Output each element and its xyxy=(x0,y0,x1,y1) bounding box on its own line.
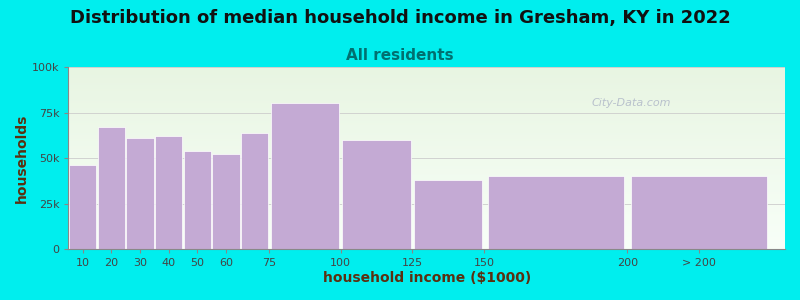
Bar xyxy=(126,138,154,249)
Text: Distribution of median household income in Gresham, KY in 2022: Distribution of median household income … xyxy=(70,9,730,27)
Text: All residents: All residents xyxy=(346,48,454,63)
Bar xyxy=(270,103,339,249)
Bar xyxy=(487,176,624,249)
Bar xyxy=(212,154,239,249)
Bar xyxy=(155,136,182,249)
Bar xyxy=(414,180,482,249)
Bar xyxy=(69,165,96,249)
Bar xyxy=(184,151,211,249)
Bar xyxy=(98,127,125,249)
Bar xyxy=(631,176,767,249)
Text: City-Data.com: City-Data.com xyxy=(591,98,671,108)
Bar xyxy=(241,133,268,249)
Bar xyxy=(342,140,410,249)
Y-axis label: households: households xyxy=(15,113,29,203)
X-axis label: household income ($1000): household income ($1000) xyxy=(322,271,530,285)
